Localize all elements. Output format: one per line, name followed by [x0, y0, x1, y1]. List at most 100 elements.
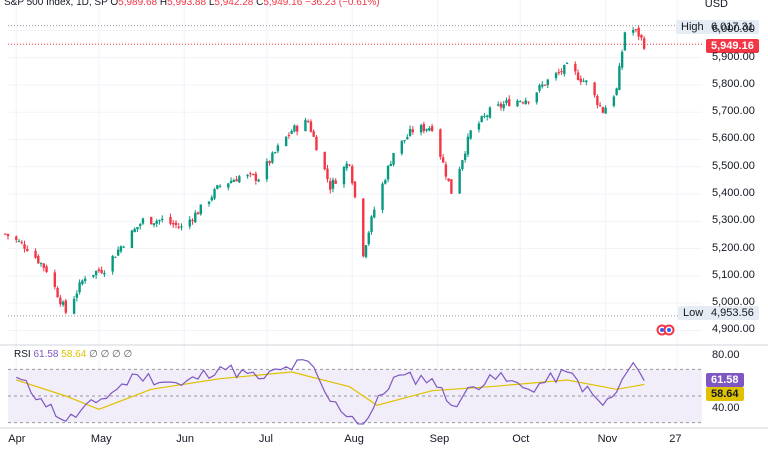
candle-down [447, 178, 450, 182]
candle-down [315, 136, 318, 151]
candle-up [618, 66, 621, 90]
candle-down [177, 226, 180, 228]
candle-down [499, 103, 503, 108]
candle-down [169, 216, 172, 224]
candle-up [271, 152, 274, 163]
low-value: 5,942.28 [214, 0, 254, 8]
candle-up [246, 174, 249, 177]
candle-up [232, 180, 236, 182]
candle-down [411, 129, 415, 133]
candle-up [111, 255, 114, 272]
candle-down [323, 151, 326, 170]
candle-down [42, 263, 46, 268]
candle-up [623, 32, 627, 51]
candle-up [152, 223, 156, 226]
price-axis-tick: 5,600.00 [712, 132, 755, 145]
candle-up [83, 278, 87, 281]
candle-up [519, 101, 522, 103]
candle-up [141, 218, 145, 224]
price-axis-tick: 4,900.00 [712, 323, 755, 336]
candle-down [593, 82, 596, 96]
candle-down [53, 272, 57, 287]
candle-up [213, 189, 216, 199]
candle-down [100, 269, 103, 274]
candle-down [26, 249, 29, 252]
candle-up [238, 176, 241, 183]
rsi-label: RSI [14, 349, 31, 360]
candle-up [469, 130, 472, 139]
currency-label[interactable]: USD [704, 0, 728, 10]
candle-down [637, 27, 640, 37]
candle-down [521, 102, 525, 104]
time-axis-tick: Nov [597, 433, 618, 445]
candle-up [370, 216, 373, 232]
candle-up [546, 79, 549, 86]
candle-up [155, 220, 158, 224]
candle-up [466, 136, 470, 155]
candle-down [329, 181, 332, 190]
candle-up [61, 301, 65, 305]
candle-down [362, 198, 365, 257]
rsi-legend: RSI 61.58 58.64 ∅ ∅ ∅ ∅ [14, 349, 132, 360]
candle-down [444, 164, 448, 177]
candle-up [615, 88, 618, 96]
candle-down [422, 124, 426, 132]
candle-up [612, 96, 616, 106]
candle-up [199, 204, 202, 215]
candle-up [400, 140, 404, 154]
candle-up [425, 128, 428, 131]
time-axis-tick: May [90, 433, 112, 445]
candle-up [389, 163, 393, 166]
candle-up [384, 180, 387, 184]
candle-up [392, 152, 395, 165]
candle-up [345, 163, 348, 169]
candle-down [640, 34, 643, 38]
candle-up [367, 232, 370, 245]
candle-up [535, 92, 538, 103]
candle-down [56, 287, 59, 298]
candle-down [326, 168, 329, 180]
price-axis-tick: 5,900.00 [712, 50, 755, 63]
candle-up [304, 119, 307, 132]
candle-up [180, 226, 183, 228]
candle-up [39, 262, 43, 264]
candle-up [218, 185, 222, 187]
candle-up [403, 140, 406, 142]
candle-up [103, 272, 106, 275]
candle-up [524, 100, 527, 105]
candle-up [620, 51, 624, 68]
candle-up [331, 179, 335, 189]
candle-up [94, 270, 98, 276]
high-label-tag: High [676, 20, 709, 34]
candle-down [249, 173, 252, 175]
low-label-tag: Low [678, 306, 709, 320]
candle-up [188, 219, 191, 227]
candle-up [406, 137, 409, 140]
candle-down [450, 179, 453, 194]
candle-down [4, 233, 7, 235]
candle-down [430, 126, 434, 131]
candle-down [634, 29, 638, 31]
candle-down [251, 173, 255, 175]
price-axis-tick: 5,800.00 [712, 77, 755, 90]
candle-down [59, 297, 62, 305]
candle-down [557, 72, 560, 74]
candle-down [97, 269, 101, 272]
rsi-axis-tick: 80.00 [712, 349, 740, 361]
candle-down [6, 233, 10, 237]
time-axis-tick: Apr [8, 433, 26, 445]
candle-up [284, 136, 288, 146]
dividend-flag-icon[interactable] [656, 324, 680, 336]
candle-up [194, 212, 197, 223]
candle-down [312, 131, 315, 137]
candle-up [342, 166, 346, 185]
candle-down [15, 236, 18, 240]
candle-up [114, 256, 117, 258]
candle-down [543, 84, 547, 86]
candle-up [130, 230, 134, 249]
candle-up [227, 183, 230, 188]
price-axis-tick: 5,400.00 [712, 187, 755, 200]
candle-up [229, 180, 233, 184]
candle-down [150, 217, 153, 225]
candle-up [538, 85, 541, 91]
